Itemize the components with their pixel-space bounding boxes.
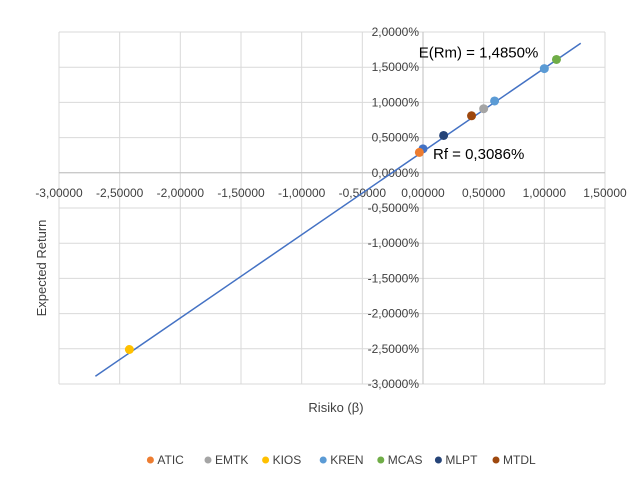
axes: [59, 32, 605, 384]
y-tick-label-5: -0,5000%: [368, 201, 420, 215]
y-tick-label-7: -1,5000%: [368, 271, 420, 285]
annotations: E(Rm) = 1,4850% Rf = 0,3086%: [419, 44, 539, 163]
x-axis-title: Risiko (β): [308, 400, 363, 415]
point-kren-0: [490, 96, 500, 106]
point-emtk: [479, 104, 489, 114]
legend-marker-mlpt: [434, 456, 442, 464]
y-tick-label-3: 0,5000%: [372, 131, 420, 145]
point-mlpt: [439, 130, 449, 140]
legend-label-mcas: MCAS: [388, 453, 423, 467]
y-tick-label-1: 1,5000%: [372, 60, 420, 74]
legend-label-atic: ATIC: [157, 453, 184, 467]
legend-label-kren: KREN: [330, 453, 363, 467]
point-mtdl: [467, 111, 477, 121]
legend-marker-mcas: [377, 456, 385, 464]
data-points: [124, 54, 561, 355]
y-tick-label-2: 1,0000%: [372, 95, 420, 109]
x-tick-label-1: -2,50000: [96, 186, 144, 200]
legend-marker-mtdl: [492, 456, 500, 464]
x-tick-label-2: -2,00000: [157, 186, 205, 200]
legend-marker-emtk: [204, 456, 212, 464]
legend-label-mlpt: MLPT: [445, 453, 478, 467]
regression-line: [94, 42, 582, 377]
sml-line: [94, 42, 582, 377]
y-axis-title: Expected Return: [34, 220, 49, 317]
y-tick-label-4: 0,0000%: [372, 166, 420, 180]
point-kios: [124, 345, 134, 355]
y-tick-label-0: 2,0000%: [372, 25, 420, 39]
legend-label-emtk: EMTK: [215, 453, 248, 467]
point-kren-1: [539, 64, 549, 74]
legend-label-kios: KIOS: [273, 453, 302, 467]
y-tick-label-6: -1,0000%: [368, 236, 420, 250]
legend-label-mtdl: MTDL: [503, 453, 536, 467]
x-tick-label-8: 1,00000: [523, 186, 567, 200]
legend-marker-kios: [262, 456, 270, 464]
x-tick-label-0: -3,00000: [35, 186, 83, 200]
y-tick-label-8: -2,0000%: [368, 307, 420, 321]
x-tick-label-6: 0,00000: [401, 186, 445, 200]
x-tick-label-9: 1,50000: [583, 186, 627, 200]
legend-marker-kren: [319, 456, 327, 464]
y-tick-labels: 2,0000% 1,5000% 1,0000% 0,5000% 0,0000% -0,50…: [368, 25, 420, 391]
x-tick-label-7: 0,50000: [462, 186, 506, 200]
grid: [58, 31, 606, 385]
legend-marker-atic: [146, 456, 154, 464]
legend: ATIC EMTK KIOS KREN MCAS MLPT MTDL: [146, 453, 536, 467]
annotation-1: Rf = 0,3086%: [433, 146, 524, 163]
point-mcas: [551, 54, 561, 64]
point-atic: [414, 147, 424, 157]
x-tick-labels: -3,00000 -2,50000 -2,00000 -1,50000 -1,00000…: [35, 186, 627, 200]
y-tick-label-9: -2,5000%: [368, 342, 420, 356]
annotation-0: E(Rm) = 1,4850%: [419, 44, 539, 61]
y-tick-label-10: -3,0000%: [368, 377, 420, 391]
x-tick-label-3: -1,50000: [217, 186, 265, 200]
x-tick-label-4: -1,00000: [278, 186, 326, 200]
